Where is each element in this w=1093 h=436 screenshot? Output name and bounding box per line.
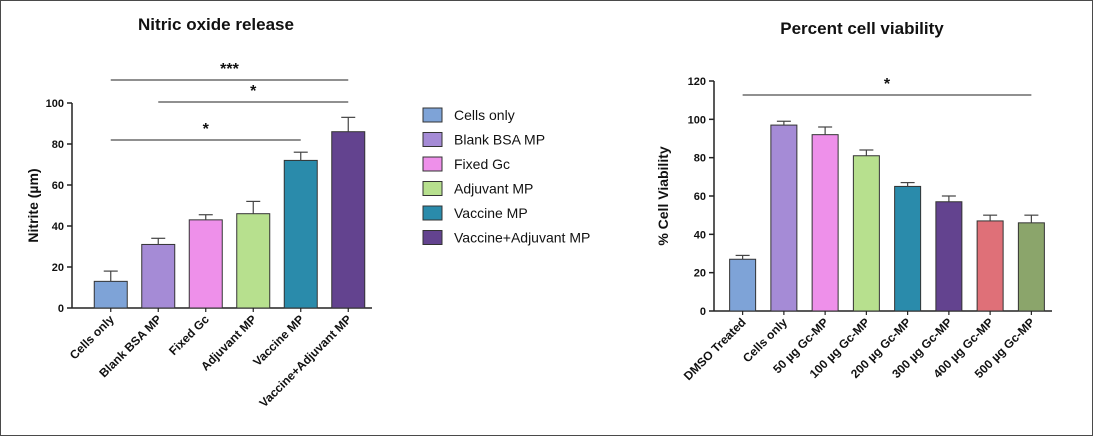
viability-bar: [894, 185, 922, 312]
nitrite-title: Nitric oxide release: [138, 15, 294, 34]
nitrite-category-label: Cells only: [67, 312, 117, 362]
viability-y-tick-label: 0: [700, 306, 706, 318]
viability-bar: [811, 134, 839, 312]
nitrite-chart: Nitric oxide release 0 20 40 60 80 100 Nitrite …: [25, 15, 590, 410]
viability-title: Percent cell viability: [780, 19, 944, 38]
nitrite-y-tick-label: 20: [52, 262, 64, 274]
nitrite-bar: [93, 280, 128, 309]
nitrite-legend-swatch: [422, 156, 443, 172]
viability-bar: [1017, 222, 1045, 312]
nitrite-y-tick-label: 80: [52, 139, 64, 151]
nitrite-legend: Cells only Blank BSA MP Fixed Gc Adjuvant M…: [422, 107, 590, 246]
viability-bar: [770, 124, 798, 312]
nitrite-bar: [236, 213, 271, 309]
nitrite-legend-label: Vaccine MP: [454, 205, 528, 221]
viability-bar: [852, 155, 880, 312]
nitrite-legend-swatch: [422, 205, 443, 221]
nitrite-legend-label: Adjuvant MP: [454, 181, 533, 197]
nitrite-y-axis-label: Nitrite (µm): [25, 168, 41, 242]
nitrite-significance-label: *: [203, 121, 210, 138]
nitrite-legend-swatch: [422, 107, 443, 123]
nitrite-y-tick-label: 0: [58, 303, 64, 315]
nitrite-legend-label: Fixed Gc: [454, 156, 510, 172]
viability-y-tick-label: 100: [688, 114, 706, 126]
nitrite-bar: [141, 243, 176, 309]
nitrite-y-tick-label: 40: [52, 221, 64, 233]
nitrite-legend-swatch: [422, 181, 443, 196]
nitrite-bar: [331, 131, 366, 309]
nitrite-bar: [283, 159, 318, 309]
viability-bar: [935, 201, 963, 312]
viability-y-tick-label: 120: [688, 76, 706, 88]
viability-y-tick-label: 20: [694, 268, 706, 280]
viability-y-tick-label: 80: [694, 153, 706, 165]
viability-y-tick-label: 40: [694, 229, 706, 241]
viability-significance-label: *: [884, 76, 891, 93]
viability-category-label: DMSO Treated: [681, 315, 749, 383]
nitrite-category-label: Fixed Gc: [166, 312, 212, 358]
nitrite-y-tick-label: 60: [52, 180, 64, 192]
nitrite-bar: [188, 219, 223, 309]
nitrite-legend-label: Blank BSA MP: [454, 132, 545, 148]
nitrite-y-tick-label: 100: [46, 98, 64, 110]
nitrite-category-label: Vaccine+Adjuvant MP: [257, 312, 355, 410]
nitrite-legend-label: Vaccine+Adjuvant MP: [454, 230, 590, 246]
viability-y-tick-label: 60: [694, 191, 706, 203]
nitrite-legend-swatch: [422, 132, 443, 147]
nitrite-significance-label: *: [250, 83, 257, 100]
viability-bar: [976, 220, 1004, 312]
viability-bar: [729, 258, 757, 312]
viability-chart: Percent cell viability 0 20 40 60 80 100 120 % C…: [655, 19, 1052, 383]
nitrite-significance-label: ***: [220, 61, 239, 78]
nitrite-legend-label: Cells only: [454, 107, 515, 123]
nitrite-legend-swatch: [422, 230, 443, 245]
viability-y-axis-label: % Cell Viability: [655, 146, 671, 246]
